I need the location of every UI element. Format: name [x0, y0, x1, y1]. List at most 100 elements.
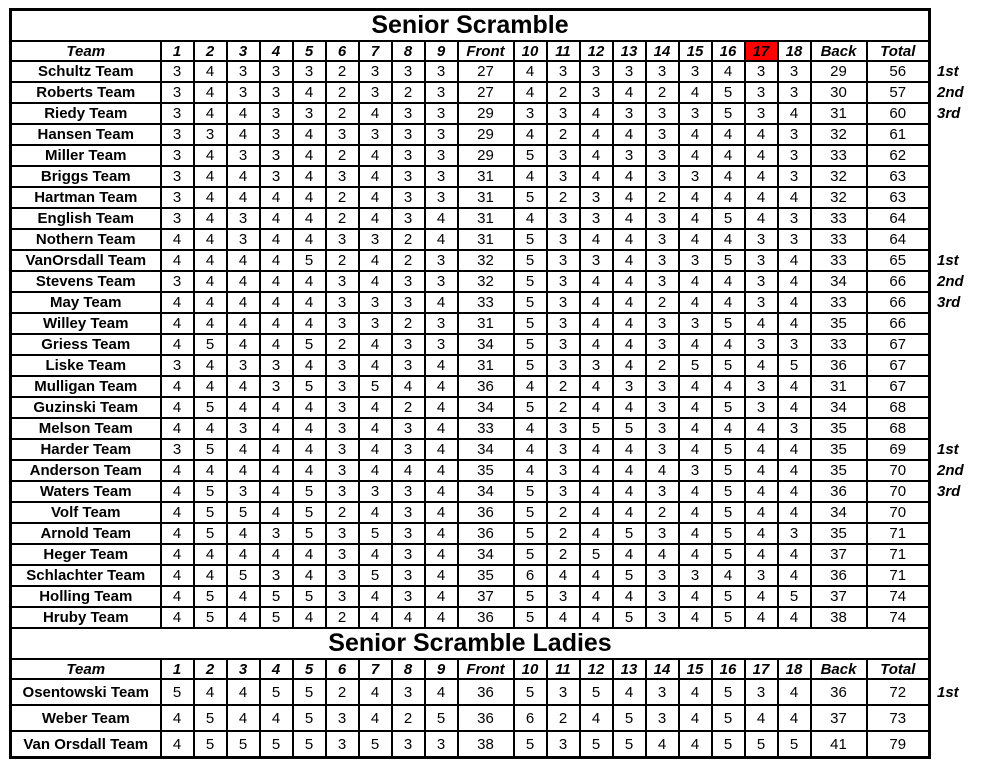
hole-score-cell: 3	[390, 730, 426, 759]
hole-score-cell: 5	[291, 501, 327, 524]
hole-score-cell: 4	[611, 438, 647, 461]
hole-score-cell: 2	[390, 312, 426, 335]
hole-score-cell: 4	[423, 459, 459, 482]
back-total-cell: 33	[809, 333, 868, 356]
hole-score-cell: 4	[578, 585, 614, 608]
hole-score-cell: 4	[192, 144, 228, 167]
hole-score-cell: 4	[159, 606, 195, 629]
hole-score-cell: 4	[225, 543, 261, 566]
hole-score-cell: 4	[512, 60, 548, 83]
rank-label: 1st	[937, 252, 959, 269]
hole-score-cell: 3	[644, 102, 680, 125]
hole-score-cell: 5	[357, 522, 393, 545]
total-score-cell: 64	[865, 228, 931, 251]
back-total-cell: 33	[809, 291, 868, 314]
hole-score-cell: 3	[423, 102, 459, 125]
hole-score-cell: 5	[776, 354, 812, 377]
hole-score-cell: 2	[545, 375, 581, 398]
team-row: Osentowski Team 5 4 4 5 5 2 4 3 4 36 5 3 5 4 3 4 5 3 4 36 72	[9, 678, 931, 706]
team-row: Van Orsdall Team 4 5 5 5 5 3 5 3 3 38 5 3 5 5 4 4 5 5 5 41 79	[9, 730, 931, 759]
hole-score-cell: 3	[743, 102, 779, 125]
hole-score-cell: 4	[192, 291, 228, 314]
hole-score-cell: 3	[159, 60, 195, 83]
hole-score-cell: 4	[776, 501, 812, 524]
hole-score-cell: 3	[776, 144, 812, 167]
hole-score-cell: 4	[423, 522, 459, 545]
hole-score-cell: 3	[677, 459, 713, 482]
rank-label: 2nd	[937, 273, 964, 290]
hole-score-cell: 3	[776, 522, 812, 545]
hole-score-cell: 4	[677, 207, 713, 230]
hole-score-cell: 4	[743, 312, 779, 335]
team-name-cell: Miller Team	[9, 144, 162, 167]
front-column-header: Front	[456, 40, 515, 62]
hole-score-cell: 4	[743, 417, 779, 440]
hole-score-cell: 3	[258, 60, 294, 83]
hole-score-cell: 3	[644, 564, 680, 587]
hole-score-cell: 5	[611, 704, 647, 732]
hole-score-cell: 3	[159, 438, 195, 461]
back-total-cell: 36	[809, 678, 868, 706]
hole-score-cell: 3	[357, 81, 393, 104]
hole-score-cell: 4	[423, 291, 459, 314]
hole-score-cell: 5	[291, 249, 327, 272]
hole-score-cell: 4	[357, 249, 393, 272]
hole-score-cell: 2	[545, 186, 581, 209]
back-total-cell: 34	[809, 396, 868, 419]
hole-score-cell: 4	[578, 102, 614, 125]
total-score-cell: 67	[865, 375, 931, 398]
hole-score-cell: 3	[644, 228, 680, 251]
back-total-cell: 33	[809, 249, 868, 272]
hole-score-cell: 3	[545, 207, 581, 230]
team-row: Guzinski Team 4 5 4 4 4 3 4 2 4 34 5 2 4 4 3 4 5 3 4 34 68	[9, 396, 931, 419]
front-total-cell: 31	[456, 228, 515, 251]
back-total-cell: 32	[809, 186, 868, 209]
hole-score-cell: 3	[743, 249, 779, 272]
total-score-cell: 66	[865, 312, 931, 335]
team-name-cell: Melson Team	[9, 417, 162, 440]
hole-score-cell: 3	[545, 165, 581, 188]
hole-score-cell: 4	[710, 375, 746, 398]
back-total-cell: 36	[809, 564, 868, 587]
hole-score-cell: 4	[545, 606, 581, 629]
team-row: Weber Team 4 5 4 4 5 3 4 2 5 36 6 2 4 5 3 4 5 4 4 37 73	[9, 704, 931, 732]
hole-score-cell: 4	[423, 438, 459, 461]
hole-score-cell: 3	[578, 186, 614, 209]
total-score-cell: 70	[865, 459, 931, 482]
hole-score-cell: 3	[390, 501, 426, 524]
hole-score-cell: 4	[225, 270, 261, 293]
hole-score-cell: 4	[677, 501, 713, 524]
total-score-cell: 68	[865, 417, 931, 440]
back-total-cell: 35	[809, 417, 868, 440]
hole-score-cell: 2	[324, 81, 360, 104]
hole-score-cell: 4	[225, 585, 261, 608]
hole-score-cell: 3	[324, 375, 360, 398]
hole-score-cell: 4	[677, 585, 713, 608]
hole-score-cell: 4	[578, 228, 614, 251]
hole-score-cell: 3	[578, 60, 614, 83]
front-total-cell: 31	[456, 312, 515, 335]
back-total-cell: 33	[809, 144, 868, 167]
hole-score-cell: 3	[545, 102, 581, 125]
hole-score-cell: 3	[578, 207, 614, 230]
hole-score-cell: 4	[258, 312, 294, 335]
front-total-cell: 36	[456, 522, 515, 545]
hole-score-cell: 4	[225, 291, 261, 314]
total-column-header: Total	[865, 658, 931, 680]
back-total-cell: 37	[809, 543, 868, 566]
hole-score-cell: 4	[357, 165, 393, 188]
hole-score-cell: 4	[677, 375, 713, 398]
hole-score-cell: 4	[710, 144, 746, 167]
hole-score-cell: 6	[512, 704, 548, 732]
team-name-cell: Waters Team	[9, 480, 162, 503]
hole-score-cell: 5	[291, 704, 327, 732]
hole-score-cell: 5	[710, 480, 746, 503]
hole-score-cell: 3	[324, 228, 360, 251]
hole-score-cell: 4	[225, 249, 261, 272]
hole-score-cell: 5	[677, 354, 713, 377]
hole-score-cell: 4	[677, 522, 713, 545]
hole-score-cell: 2	[324, 207, 360, 230]
hole-score-cell: 3	[545, 417, 581, 440]
hole-score-cell: 4	[225, 522, 261, 545]
team-name-cell: Schlachter Team	[9, 564, 162, 587]
